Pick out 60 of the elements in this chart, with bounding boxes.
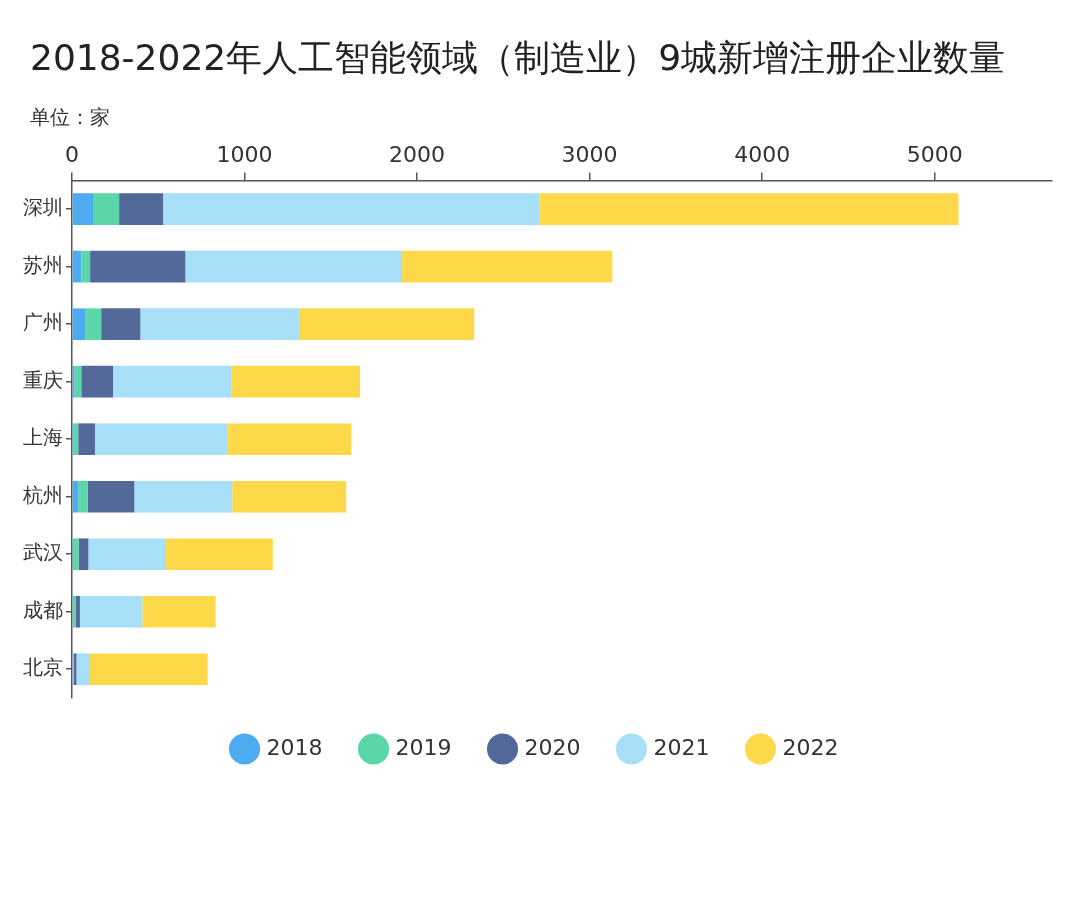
- bar: [231, 365, 361, 398]
- bar: [72, 193, 94, 225]
- x-tick-label: 2000: [389, 141, 446, 167]
- bar: [232, 480, 347, 513]
- bar: [298, 308, 475, 340]
- bar: [402, 250, 613, 283]
- bar: [89, 653, 208, 686]
- bar: [81, 365, 114, 398]
- y-tick-label: 重庆: [23, 367, 63, 392]
- bar: [72, 480, 79, 513]
- bar: [79, 595, 143, 628]
- bar: [101, 308, 141, 340]
- bar: [78, 538, 89, 571]
- bar: [73, 538, 79, 571]
- y-tick-label: 北京: [23, 655, 63, 680]
- x-tick-label: 5000: [906, 141, 963, 167]
- chart-subtitle: 单位：家: [30, 104, 110, 131]
- y-tick-label: 武汉: [23, 540, 63, 565]
- x-tick-label: 0: [65, 141, 79, 167]
- x-tick-label: 4000: [734, 141, 791, 167]
- bar: [87, 480, 135, 513]
- y-tick-label: 上海: [23, 425, 63, 450]
- bar: [185, 250, 403, 283]
- bar: [113, 365, 232, 398]
- bar: [539, 193, 959, 225]
- bar: [93, 193, 120, 225]
- bar: [72, 250, 82, 283]
- bar: [74, 365, 82, 398]
- bar: [85, 308, 102, 340]
- bar: [134, 480, 233, 513]
- bar: [119, 193, 164, 225]
- legend-label: 2021: [653, 734, 710, 760]
- bar: [81, 250, 91, 283]
- y-tick-label: 杭州: [22, 482, 63, 507]
- bar: [94, 423, 228, 456]
- y-tick-label: 广州: [23, 310, 63, 335]
- y-tick-label: 深圳: [23, 195, 63, 220]
- legend-label: 2019: [395, 734, 452, 760]
- bar: [140, 308, 299, 340]
- legend-label: 2022: [782, 734, 839, 760]
- bar: [78, 480, 88, 513]
- legend-label: 2020: [524, 734, 581, 760]
- bar: [73, 423, 79, 456]
- bar: [163, 193, 540, 225]
- bar: [72, 308, 86, 340]
- bar: [72, 595, 76, 628]
- chart-title: 2018-2022年人工智能领域（制造业）9城新增注册企业数量: [30, 36, 1006, 80]
- bar: [78, 423, 95, 456]
- y-tick-label: 苏州: [23, 252, 63, 277]
- bar: [166, 538, 273, 571]
- bar: [90, 250, 186, 283]
- bar: [227, 423, 352, 456]
- x-tick-label: 3000: [561, 141, 618, 167]
- bar: [88, 538, 167, 571]
- bar: [76, 653, 90, 686]
- x-tick-label: 1000: [216, 141, 273, 167]
- legend-label: 2018: [266, 734, 323, 760]
- y-tick-label: 成都: [23, 597, 63, 622]
- bar: [142, 595, 216, 628]
- bar: [75, 595, 80, 628]
